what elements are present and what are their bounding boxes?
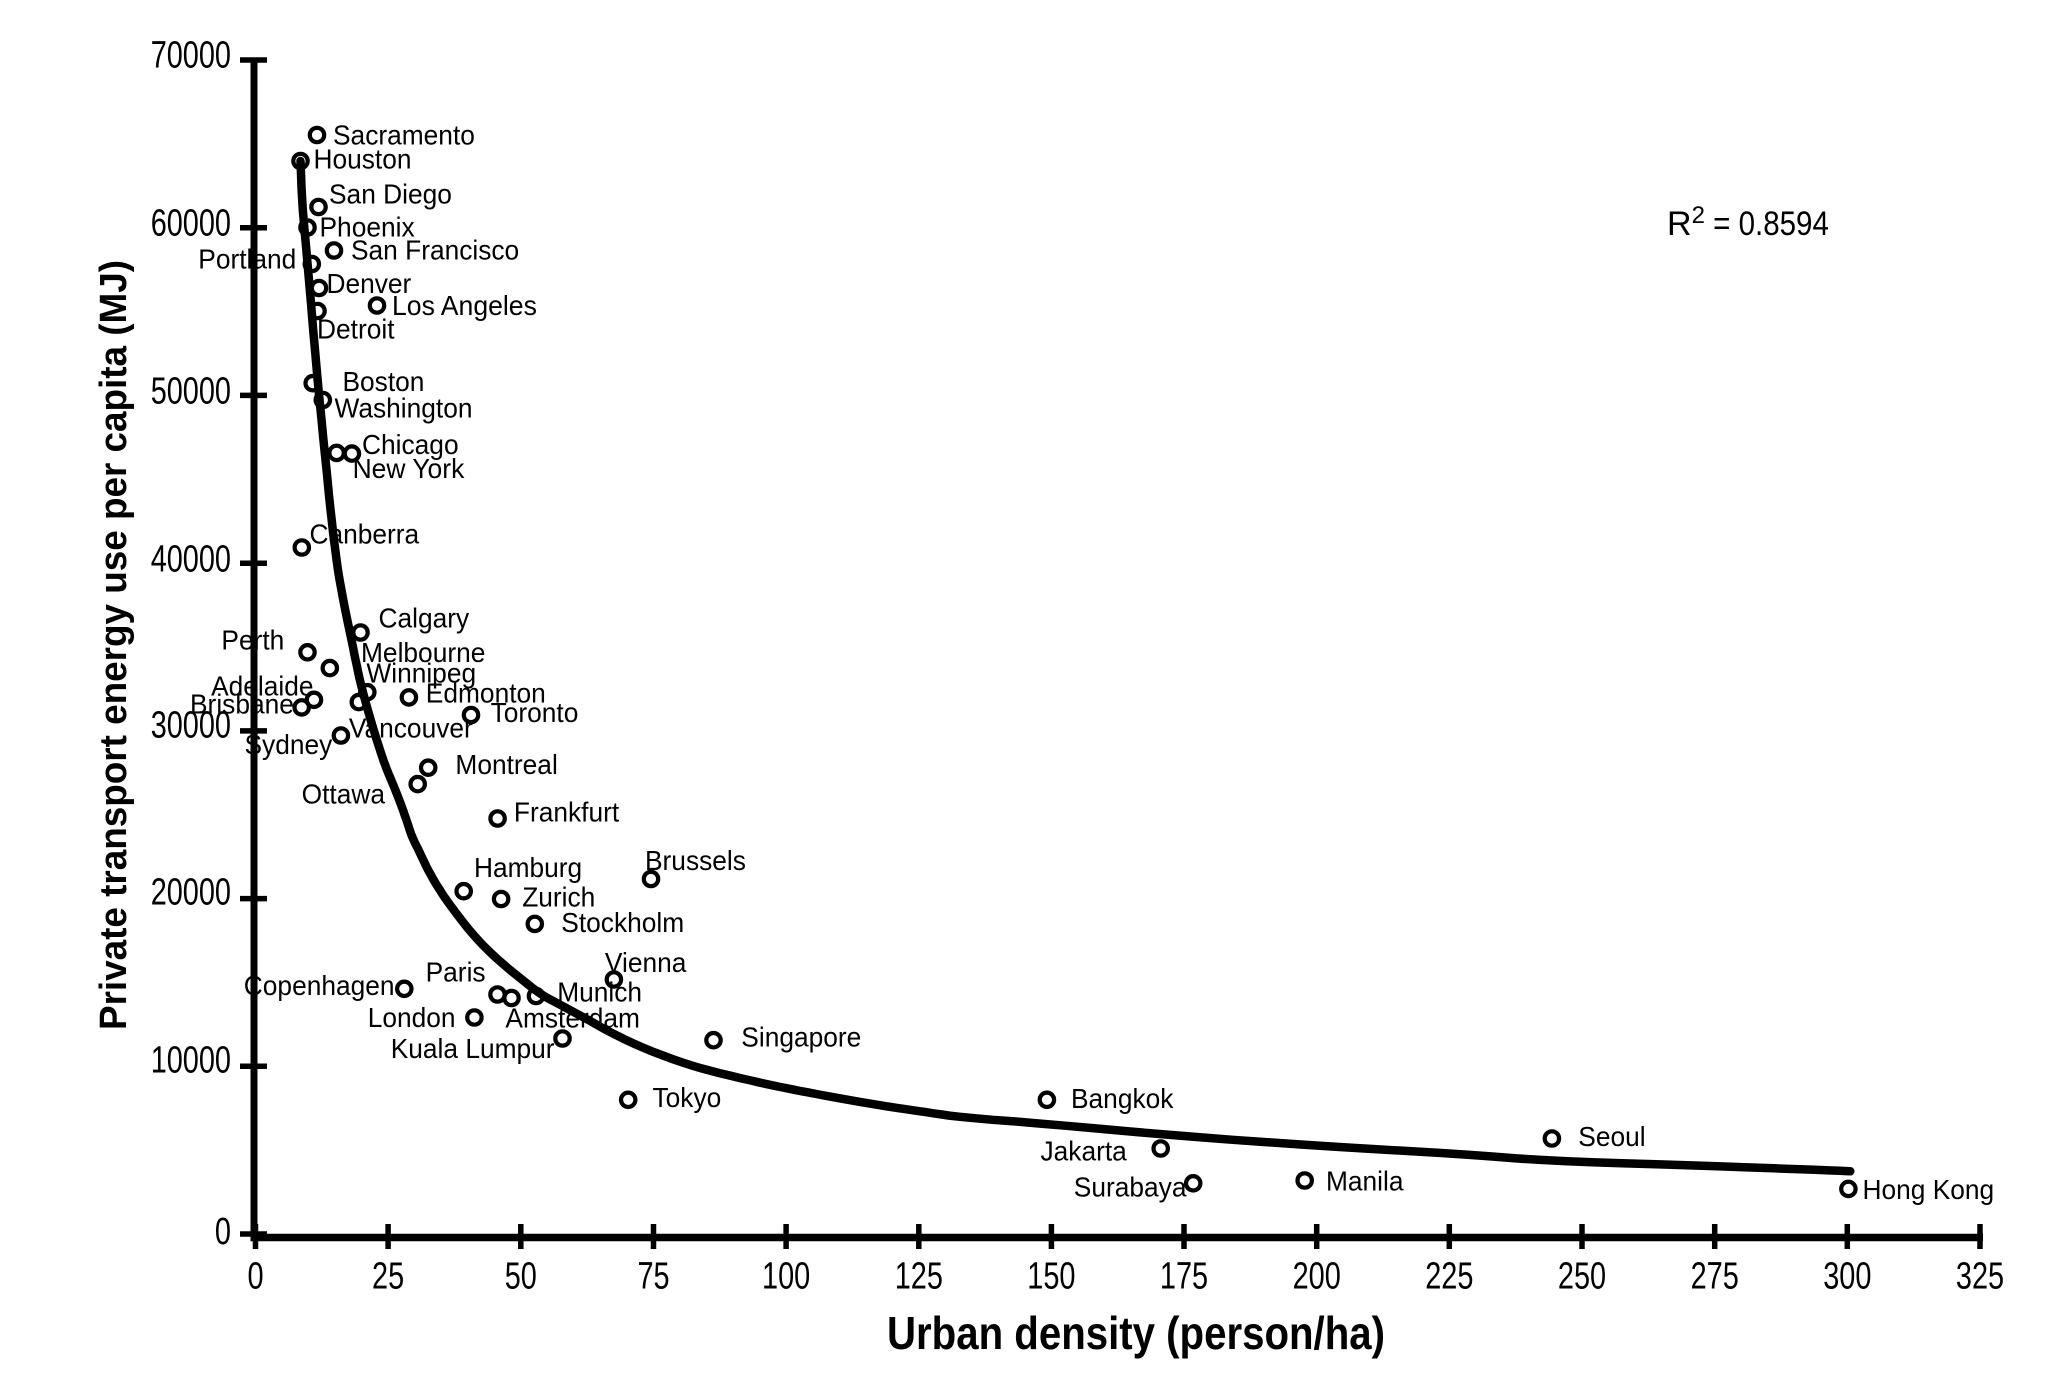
svg-text:25: 25 bbox=[372, 1256, 404, 1298]
svg-text:Munich: Munich bbox=[557, 976, 642, 1007]
svg-text:75: 75 bbox=[637, 1256, 669, 1298]
svg-text:Hong Kong: Hong Kong bbox=[1863, 1174, 1995, 1205]
svg-text:Zurich: Zurich bbox=[522, 882, 595, 913]
svg-text:Frankfurt: Frankfurt bbox=[514, 796, 620, 827]
svg-text:Manila: Manila bbox=[1326, 1166, 1404, 1197]
svg-text:Phoenix: Phoenix bbox=[320, 212, 415, 243]
svg-text:Vancouver: Vancouver bbox=[349, 713, 473, 744]
svg-text:70000: 70000 bbox=[151, 35, 231, 77]
svg-text:Sacramento: Sacramento bbox=[333, 120, 475, 151]
svg-text:Kuala Lumpur: Kuala Lumpur bbox=[391, 1033, 555, 1064]
svg-text:325: 325 bbox=[1956, 1256, 2004, 1298]
svg-text:San Diego: San Diego bbox=[329, 179, 452, 210]
svg-text:Bangkok: Bangkok bbox=[1071, 1083, 1174, 1114]
svg-text:Tokyo: Tokyo bbox=[653, 1082, 722, 1113]
svg-text:Ottawa: Ottawa bbox=[302, 778, 386, 809]
svg-text:Canberra: Canberra bbox=[310, 519, 420, 550]
svg-text:Singapore: Singapore bbox=[741, 1021, 861, 1052]
svg-text:San Francisco: San Francisco bbox=[351, 235, 519, 266]
svg-text:London: London bbox=[368, 1002, 456, 1033]
svg-text:40000: 40000 bbox=[151, 539, 231, 581]
svg-text:Copenhagen: Copenhagen bbox=[244, 970, 395, 1001]
svg-text:0: 0 bbox=[215, 1211, 231, 1253]
svg-text:Chicago: Chicago bbox=[362, 429, 459, 460]
svg-text:175: 175 bbox=[1160, 1256, 1208, 1298]
svg-text:Perth: Perth bbox=[221, 625, 284, 656]
svg-text:Edmonton: Edmonton bbox=[426, 678, 546, 709]
svg-text:Paris: Paris bbox=[426, 957, 486, 988]
svg-text:Amsterdam: Amsterdam bbox=[505, 1003, 640, 1034]
svg-text:10000: 10000 bbox=[151, 1040, 231, 1082]
svg-text:Boston: Boston bbox=[343, 366, 425, 397]
svg-text:30000: 30000 bbox=[151, 705, 231, 747]
svg-text:250: 250 bbox=[1558, 1256, 1606, 1298]
svg-text:150: 150 bbox=[1027, 1256, 1075, 1298]
svg-text:Winnipeg: Winnipeg bbox=[366, 658, 476, 689]
svg-text:Houston: Houston bbox=[314, 144, 412, 175]
svg-text:20000: 20000 bbox=[151, 872, 231, 914]
svg-text:125: 125 bbox=[895, 1256, 943, 1298]
svg-text:Calgary: Calgary bbox=[379, 603, 470, 634]
svg-text:New York: New York bbox=[353, 453, 466, 484]
svg-text:60000: 60000 bbox=[151, 203, 231, 245]
svg-text:Hamburg: Hamburg bbox=[474, 852, 582, 883]
svg-text:50: 50 bbox=[505, 1256, 537, 1298]
svg-text:Vienna: Vienna bbox=[605, 947, 687, 978]
svg-text:50000: 50000 bbox=[151, 371, 231, 413]
svg-text:Surabaya: Surabaya bbox=[1074, 1172, 1187, 1203]
svg-text:0: 0 bbox=[247, 1256, 263, 1298]
svg-text:275: 275 bbox=[1691, 1256, 1739, 1298]
svg-text:Montreal: Montreal bbox=[455, 749, 557, 780]
svg-text:225: 225 bbox=[1425, 1256, 1473, 1298]
svg-text:Detroit: Detroit bbox=[317, 314, 395, 345]
svg-text:Brussels: Brussels bbox=[645, 845, 746, 876]
svg-text:Portland: Portland bbox=[198, 244, 296, 275]
svg-text:R2 = 0.8594: R2 = 0.8594 bbox=[1667, 202, 1829, 243]
svg-text:Sydney: Sydney bbox=[245, 729, 333, 760]
svg-text:Private transport energy use p: Private transport energy use per capita … bbox=[93, 260, 135, 1030]
svg-text:Adelaide: Adelaide bbox=[211, 671, 313, 702]
svg-text:Los Angeles: Los Angeles bbox=[392, 290, 537, 321]
svg-text:100: 100 bbox=[762, 1256, 810, 1298]
svg-text:Stockholm: Stockholm bbox=[561, 907, 684, 938]
svg-text:Urban density (person/ha): Urban density (person/ha) bbox=[887, 1307, 1385, 1359]
svg-text:Washington: Washington bbox=[335, 393, 473, 424]
svg-text:Toronto: Toronto bbox=[491, 697, 579, 728]
svg-text:Melbourne: Melbourne bbox=[361, 637, 485, 668]
svg-text:Jakarta: Jakarta bbox=[1041, 1136, 1128, 1167]
svg-text:200: 200 bbox=[1293, 1256, 1341, 1298]
svg-text:Brisbane: Brisbane bbox=[190, 689, 294, 720]
svg-text:Seoul: Seoul bbox=[1578, 1121, 1645, 1152]
svg-text:300: 300 bbox=[1823, 1256, 1871, 1298]
svg-text:Denver: Denver bbox=[327, 268, 412, 299]
